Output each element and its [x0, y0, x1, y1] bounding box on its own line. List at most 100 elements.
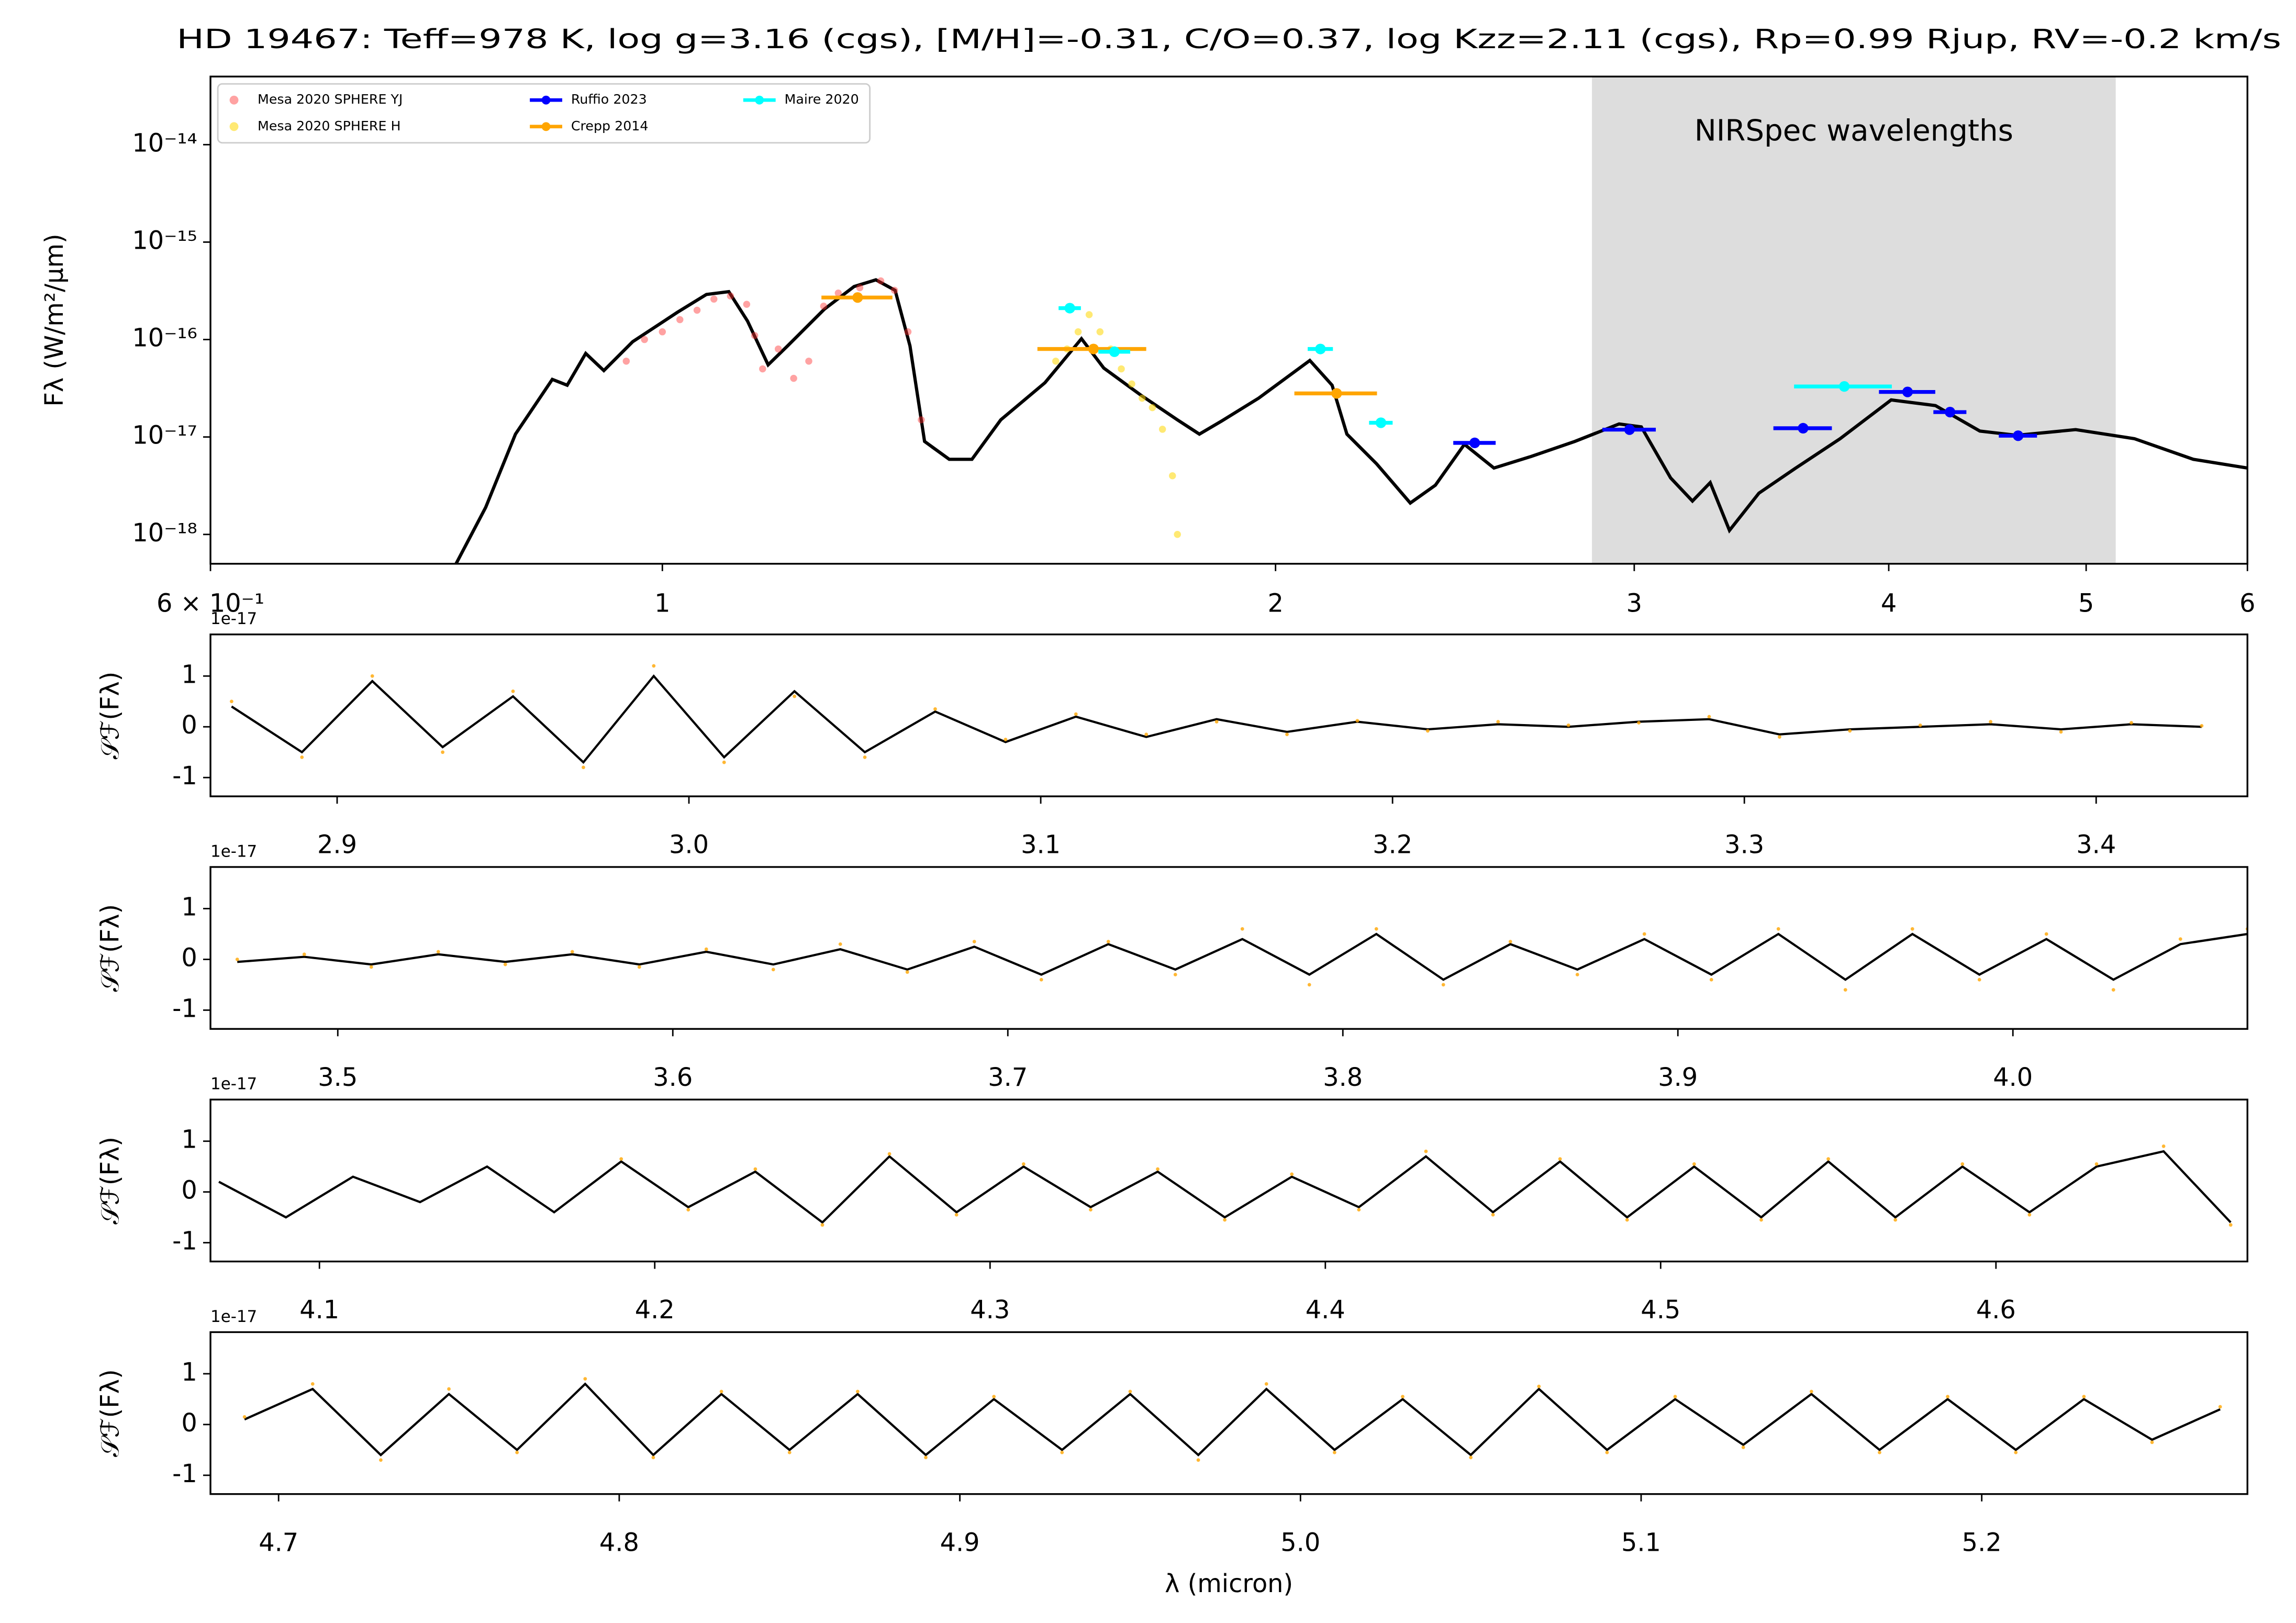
y-tick-label: 10⁻¹⁷ — [132, 421, 197, 450]
data-point — [2228, 1223, 2233, 1227]
data-point — [1355, 719, 1359, 722]
data-point — [1496, 720, 1500, 724]
series-line — [237, 932, 2248, 981]
y-tick-label: 0 — [181, 943, 197, 972]
data-point — [1878, 1450, 1881, 1454]
data-point — [753, 1167, 757, 1171]
plot-area — [218, 1144, 2233, 1227]
data-point — [1637, 721, 1641, 725]
data-point — [1605, 1450, 1609, 1454]
data-point — [1374, 927, 1378, 931]
data-point — [1469, 437, 1480, 449]
data-point — [300, 755, 304, 759]
x-tick-label: 4.2 — [635, 1296, 675, 1325]
data-point — [1214, 720, 1219, 724]
x-tick-label: 5.1 — [1621, 1528, 1661, 1557]
data-point — [710, 295, 718, 303]
data-point — [652, 664, 656, 668]
data-point — [2218, 1405, 2222, 1409]
data-point — [242, 1415, 247, 1419]
data-point — [2094, 1162, 2099, 1166]
x-tick-label: 4.0 — [1993, 1063, 2033, 1092]
data-point — [972, 940, 976, 943]
data-point — [2082, 1395, 2086, 1398]
data-point — [310, 1382, 315, 1386]
data-point — [1558, 1157, 1562, 1161]
x-tick-label: 3.0 — [669, 831, 709, 860]
data-point — [887, 1152, 891, 1156]
data-point — [2044, 932, 2048, 936]
y-axis-label: Fλ (W/m²/μm) — [40, 234, 69, 406]
data-point — [447, 1387, 451, 1391]
x-tick-label: 1 — [654, 590, 670, 618]
data-point — [2200, 724, 2204, 728]
data-point — [693, 306, 701, 314]
data-point — [676, 316, 684, 324]
data-point — [1021, 1162, 1026, 1166]
data-point — [2059, 730, 2063, 734]
y-tick-label: 10⁻¹⁸ — [132, 519, 197, 548]
data-point — [1776, 927, 1780, 931]
legend-marker — [755, 95, 764, 105]
data-point — [1946, 1395, 1949, 1398]
data-point — [1537, 1384, 1541, 1388]
data-point — [1624, 424, 1635, 435]
x-tick-label: 4 — [1881, 590, 1897, 618]
y-tick-label: 10⁻¹⁶ — [132, 324, 197, 353]
data-point — [774, 345, 782, 353]
panel: 4.7 4.8 4.9 5.0 5.1 5.2 -1 0 1 𝒮ℱ(Fλ) 1e-17 λ (micr… — [96, 1307, 2248, 1598]
data-point — [1106, 940, 1110, 943]
y-tick-label: -1 — [172, 1227, 197, 1256]
data-point — [1566, 723, 1570, 727]
data-point — [1307, 983, 1311, 987]
x-tick-label: 5.0 — [1280, 1528, 1320, 1557]
data-point — [2014, 1450, 2018, 1454]
x-tick-label: 4.6 — [1976, 1296, 2016, 1325]
x-tick-label: 2 — [1267, 590, 1283, 618]
data-point — [1223, 1218, 1227, 1222]
y-axis-label: 𝒮ℱ(Fλ) — [96, 1137, 125, 1225]
x-tick-label: 4.1 — [299, 1296, 339, 1325]
x-tick-label: 4.5 — [1641, 1296, 1680, 1325]
data-point — [954, 1213, 958, 1217]
data-point — [1039, 977, 1043, 982]
data-point — [863, 755, 867, 759]
data-point — [852, 292, 863, 303]
data-point — [743, 301, 751, 308]
chart-title: HD 19467: Teff=978 K, log g=3.16 (cgs), … — [176, 24, 2281, 54]
data-point — [1375, 417, 1387, 428]
y-tick-label: 10⁻¹⁴ — [132, 129, 197, 158]
y-tick-label: -1 — [172, 762, 197, 791]
data-point — [2027, 1213, 2032, 1217]
data-point — [2150, 1440, 2154, 1444]
y-tick-label: 1 — [181, 660, 197, 689]
data-point — [369, 965, 373, 969]
data-point — [1441, 983, 1445, 987]
data-point — [1109, 346, 1120, 357]
y-tick-label: -1 — [172, 994, 197, 1023]
x-tick-label: 3.2 — [1373, 831, 1412, 860]
data-point — [856, 1389, 860, 1394]
data-point — [1128, 380, 1135, 388]
data-point — [659, 328, 666, 336]
data-point — [820, 303, 828, 310]
data-point — [2178, 937, 2182, 941]
data-point — [1944, 407, 1956, 418]
series-line — [454, 278, 2248, 564]
plot-area — [454, 76, 2248, 564]
data-point — [1149, 404, 1156, 412]
data-point — [511, 689, 515, 693]
data-point — [1692, 1162, 1696, 1166]
x-tick-label: 6 — [2239, 590, 2255, 618]
data-point — [1144, 732, 1149, 737]
data-point — [759, 365, 766, 373]
data-point — [1085, 311, 1093, 318]
data-point — [379, 1458, 383, 1462]
legend-marker — [229, 95, 239, 105]
legend-label: Ruffio 2023 — [571, 92, 647, 107]
data-point — [1174, 531, 1181, 538]
data-point — [1401, 1395, 1405, 1398]
axes-frame — [209, 633, 2248, 797]
